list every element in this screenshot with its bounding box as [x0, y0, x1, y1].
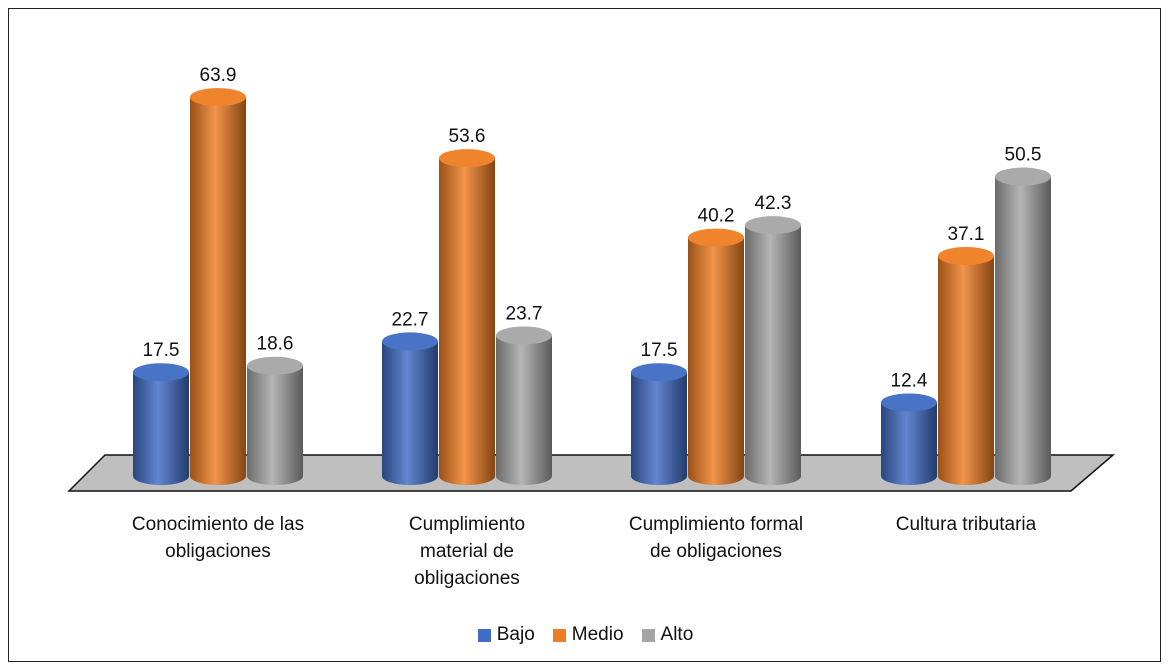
value-label-bajo-1: 17.5 — [143, 340, 180, 361]
value-label-alto-1: 18.6 — [257, 334, 294, 355]
bar-bajo-1 — [133, 363, 189, 485]
bar-cap — [631, 363, 687, 382]
legend-label-medio: Medio — [571, 624, 624, 645]
bar-cap — [382, 332, 438, 351]
legend: Bajo Medio Alto — [0, 624, 1171, 646]
bar-body — [439, 158, 495, 486]
bar-cap — [745, 216, 801, 235]
value-label-medio-2: 53.6 — [449, 126, 486, 147]
legend-swatch-alto — [641, 628, 655, 642]
legend-swatch-medio — [552, 628, 566, 642]
bar-cap — [688, 228, 744, 247]
bar-body — [938, 255, 994, 485]
value-label-bajo-2: 22.7 — [392, 309, 429, 330]
bar-bajo-2 — [382, 332, 438, 485]
bar-bajo-4 — [881, 393, 937, 485]
legend-item-medio: Medio — [552, 624, 624, 646]
bar-body — [881, 402, 937, 485]
legend-swatch-bajo — [477, 628, 491, 642]
value-label-bajo-3: 17.5 — [641, 340, 678, 361]
bar-body — [496, 335, 552, 485]
bar-body — [190, 97, 246, 485]
bar-cap — [190, 88, 246, 107]
bar-body — [247, 365, 303, 485]
bar-medio-1 — [190, 88, 246, 485]
bar-body — [745, 225, 801, 485]
value-label-alto-2: 23.7 — [506, 303, 543, 324]
bar-body — [133, 372, 189, 485]
bar-alto-2 — [496, 326, 552, 485]
bar-body — [382, 341, 438, 485]
value-label-medio-3: 40.2 — [698, 206, 735, 227]
legend-label-bajo: Bajo — [496, 624, 535, 645]
bar-medio-4 — [938, 246, 994, 485]
bar-body — [631, 372, 687, 485]
bar-cap — [881, 393, 937, 412]
value-label-alto-4: 50.5 — [1005, 145, 1042, 166]
value-label-bajo-4: 12.4 — [891, 370, 928, 391]
legend-label-alto: Alto — [660, 624, 694, 645]
bar-cap — [247, 356, 303, 375]
bar-cap — [938, 246, 994, 265]
bar-alto-1 — [247, 356, 303, 485]
legend-item-bajo: Bajo — [477, 624, 535, 646]
bar-alto-3 — [745, 216, 801, 485]
bar-medio-2 — [439, 149, 495, 486]
bar-body — [688, 237, 744, 485]
category-label-4: Cultura tributaria — [896, 514, 1037, 535]
category-label-3: Cumplimiento formal de obligaciones — [629, 514, 803, 562]
bar-cap — [133, 363, 189, 382]
bar-cap — [439, 149, 495, 168]
bar-body — [995, 176, 1051, 485]
value-label-medio-4: 37.1 — [948, 224, 985, 245]
bars-group — [133, 88, 1051, 486]
value-labels-group: 17.5 63.9 18.6 22.7 53.6 23.7 17.5 40.2 42.3 12.4… — [143, 65, 1042, 391]
legend-item-alto: Alto — [641, 624, 694, 646]
value-label-alto-3: 42.3 — [755, 193, 792, 214]
category-label-1: Conocimiento de las obligaciones — [132, 514, 304, 562]
bar-alto-4 — [995, 167, 1051, 485]
category-labels-group: Conocimiento de las obligaciones Cumplimie… — [132, 514, 1037, 589]
value-label-medio-1: 63.9 — [200, 65, 237, 86]
category-label-2: Cumplimiento material de obligaciones — [409, 514, 525, 589]
bar-cap — [995, 167, 1051, 186]
bar-cap — [496, 326, 552, 345]
bar-bajo-3 — [631, 363, 687, 485]
bar-medio-3 — [688, 228, 744, 485]
